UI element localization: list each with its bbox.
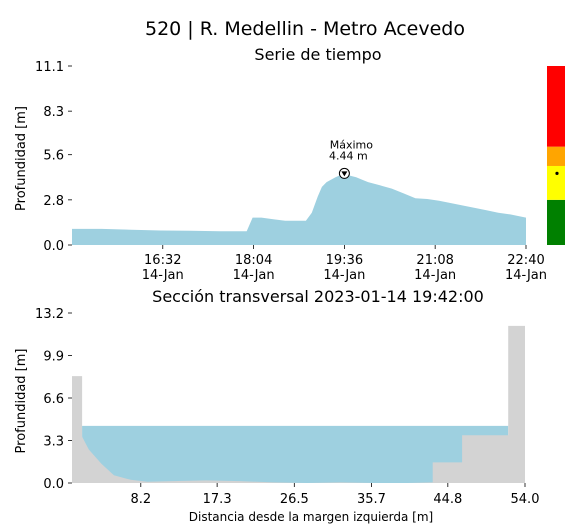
cross-section-title: Sección transversal 2023-01-14 19:42:00 [152,287,484,306]
x-tick-time: 21:08 [416,253,453,268]
x-tick-time: 22:40 [507,253,544,268]
chart-title: 520 | R. Medellin - Metro Acevedo [145,18,465,40]
x-tick-date: 14-Jan [142,268,184,283]
x-tick-label: 8.2 [130,492,151,507]
x-tick-date: 14-Jan [323,268,365,283]
x-tick-label: 26.5 [280,492,309,507]
alert-level-segment [547,66,565,147]
x-tick-date: 14-Jan [505,268,547,283]
x-tick-label: 54.0 [511,492,540,507]
y-tick-label: 2.8 [43,194,64,209]
y-tick-label: 5.6 [43,149,64,164]
riverbed-profile [72,325,525,483]
alert-level-segment [547,165,565,200]
y-tick-label: 0.0 [43,477,64,492]
cross-section-plot: 0.0 3.3 6.6 9.9 13.2 8.2 17.3 26.5 35.7 44.8 54.0 D… [14,307,539,524]
y-tick-label: 0.0 [43,239,64,254]
depth-series-area [72,173,526,245]
x-tick-label: 17.3 [203,492,232,507]
y-tick-label: 8.3 [43,105,64,120]
y-tick-label: 3.3 [43,435,64,450]
y-tick-label: 6.6 [43,392,64,407]
x-tick-time: 16:32 [144,253,181,268]
y-axis-label: Profundidad [m] [14,349,29,454]
alert-level-segment [547,146,565,166]
x-tick-label: 44.8 [433,492,462,507]
x-tick-time: 19:36 [326,253,363,268]
max-annotation-label: Máximo [330,138,374,151]
y-tick-label: 11.1 [35,60,64,75]
alert-level-segment [547,199,565,245]
x-tick-label: 35.7 [357,492,386,507]
max-marker-triangle [341,171,348,177]
alert-level-bar [547,66,565,245]
max-annotation-value: 4.44 m [329,149,368,162]
timeseries-subtitle: Serie de tiempo [254,45,381,64]
y-tick-label: 13.2 [35,307,64,322]
y-axis-label: Profundidad [m] [14,106,29,211]
water-area [82,425,509,483]
x-tick-date: 14-Jan [233,268,275,283]
y-tick-label: 9.9 [43,350,64,365]
timeseries-plot: 0.02.85.68.311.116:3214-Jan18:0414-Jan19… [14,60,547,283]
x-axis-label: Distancia desde la margen izquierda [m] [189,510,433,524]
x-tick-date: 14-Jan [414,268,456,283]
x-tick-time: 18:04 [235,253,272,268]
alert-current-marker [555,171,559,175]
